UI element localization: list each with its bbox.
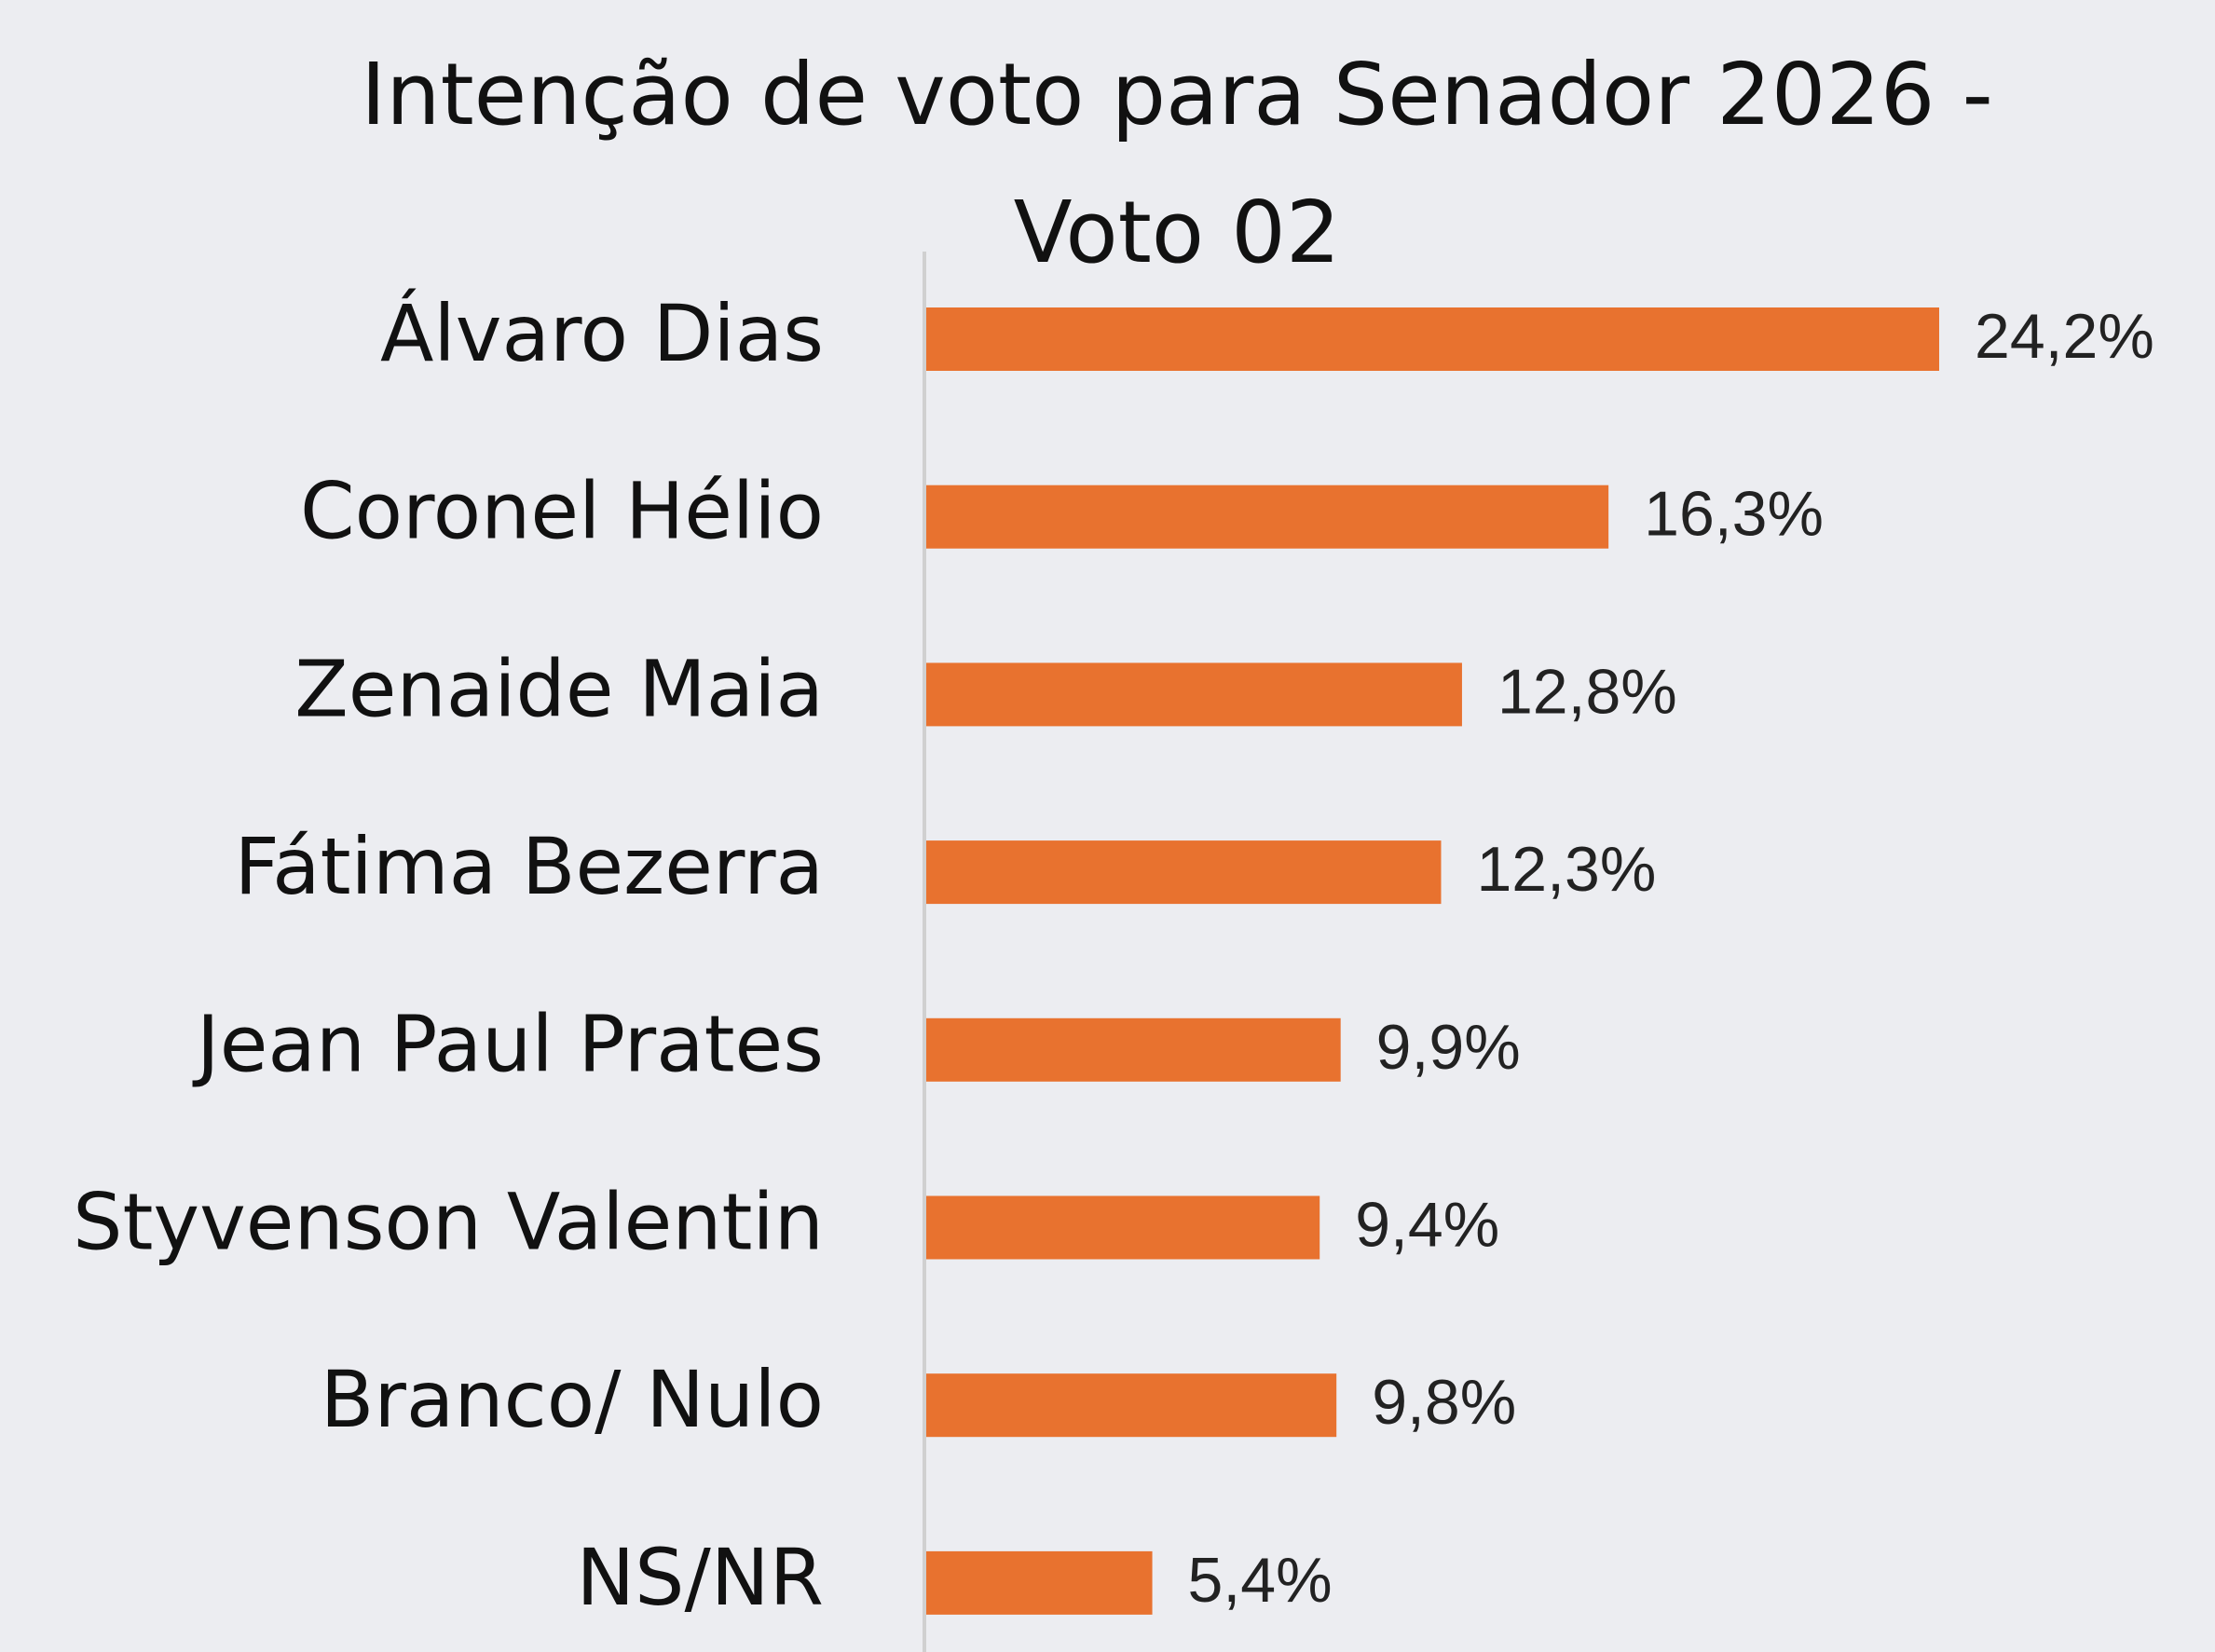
category-label: NS/NR <box>576 1532 824 1623</box>
value-label: 12,3% <box>1476 834 1656 905</box>
category-label: Zenaide Maia <box>294 643 824 734</box>
bar <box>926 485 1609 549</box>
category-label: Branco/ Nulo <box>321 1354 824 1445</box>
bar <box>926 1550 1153 1615</box>
value-label: 9,8% <box>1372 1367 1516 1438</box>
category-label: Jean Paul Prates <box>192 999 824 1090</box>
value-label: 9,9% <box>1376 1012 1521 1083</box>
value-label: 5,4% <box>1188 1545 1333 1616</box>
bar <box>926 1017 1341 1082</box>
category-label: Fátima Bezerra <box>234 821 824 912</box>
chart-title: Intenção de voto para Senador 2026 - Vot… <box>361 45 1993 282</box>
category-label: Coronel Hélio <box>300 466 824 557</box>
value-label: 16,3% <box>1644 479 1824 550</box>
value-label: 9,4% <box>1355 1189 1499 1260</box>
bar <box>926 1195 1320 1260</box>
category-label: Styvenson Valentin <box>73 1176 824 1267</box>
bar <box>926 840 1442 905</box>
bar <box>926 662 1462 727</box>
value-label: 12,8% <box>1497 656 1677 727</box>
bar <box>926 1373 1337 1438</box>
bar <box>926 307 1939 371</box>
category-label: Álvaro Dias <box>380 288 824 379</box>
value-label: 24,2% <box>1975 301 2154 372</box>
